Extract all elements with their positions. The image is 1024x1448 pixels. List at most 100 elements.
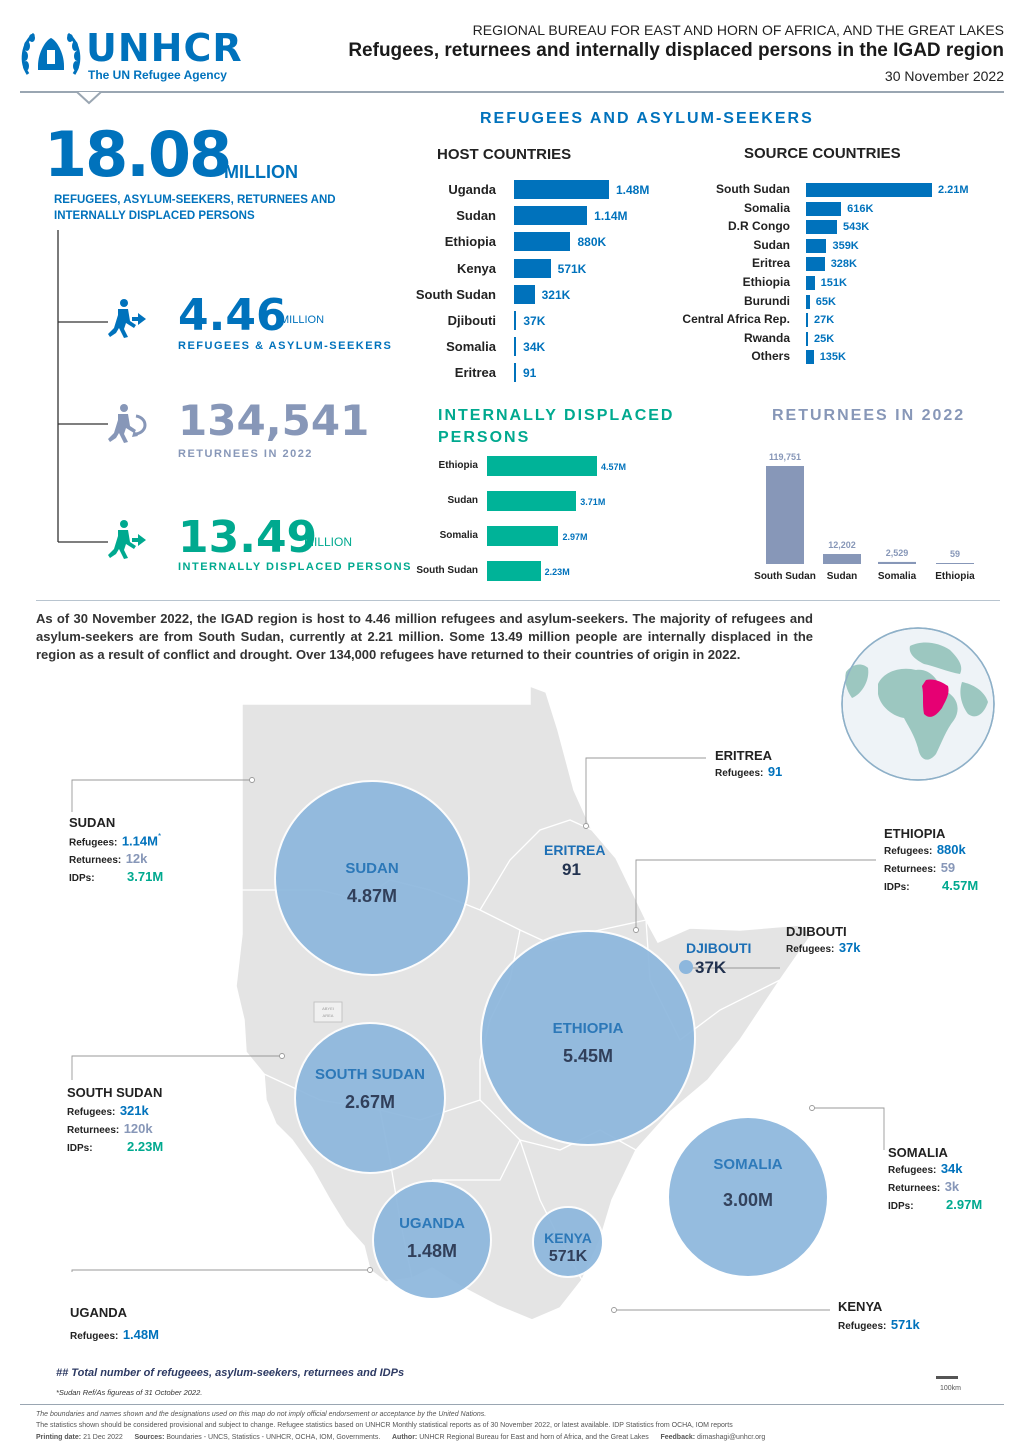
idp-bar-value: 4.57M [601, 462, 627, 472]
bubble-south-sudan-value: 2.67M [344, 1092, 396, 1112]
host-bar [514, 232, 571, 252]
returnees-bar-label: Ethiopia [935, 571, 975, 582]
host-bar-label: South Sudan [415, 286, 496, 302]
bubble-ethiopia-name: ETHIOPIA [552, 1020, 624, 1037]
returnees-chart: 119,751 South Sudan 12,202 Sudan 2,529 Somali… [754, 452, 975, 582]
returnees-bar-value: 12,202 [828, 540, 856, 550]
idp-bar-label: Somalia [439, 530, 478, 541]
callout-ethiopia-idps: 4.57M [942, 878, 979, 893]
host-bar-label: Ethiopia [444, 234, 496, 250]
callout-south-sudan-idps: 2.23M [127, 1139, 164, 1154]
callout-south-sudan-ref-key: Refugees: [67, 1107, 116, 1118]
source-bar [806, 183, 932, 197]
host-bar-label: Sudan [456, 208, 496, 224]
idp-chart: Ethiopia 4.57M Sudan 3.71M Somalia 2.97M South… [400, 456, 660, 586]
footer-author-label: Author: [391, 1434, 418, 1441]
footer-feedback: dimashagi@unhcr.org [697, 1434, 766, 1441]
callout-somalia-ref-key: Refugees: [888, 1165, 937, 1176]
callout-uganda: UGANDA Refugees: 1.48M [70, 1305, 210, 1344]
callout-uganda-ref-key: Refugees: [70, 1331, 119, 1342]
callout-sudan: SUDAN Refugees: 1.14M* Returnees: 12k ID… [69, 815, 209, 886]
host-bar-label: Somalia [446, 339, 496, 355]
source-bar-value: 616K [847, 202, 874, 215]
bubble-eritrea-name: ERITREA [544, 842, 606, 858]
callout-eritrea-title: ERITREA [715, 748, 773, 763]
callout-sudan-ref-key: Refugees: [69, 837, 118, 849]
returnees-bar [766, 466, 804, 564]
host-bar [514, 337, 517, 357]
sudan-footnote: *Sudan Ref/As figureas of 31 October 202… [56, 1388, 203, 1397]
callout-south-sudan-ret-key: Returnees: [67, 1125, 120, 1136]
unhcr-logo: UNHCR The UN Refugee Agency [20, 26, 250, 84]
callout-leader-lines [71, 757, 885, 1313]
bubble-kenya: KENYA 571K [532, 1206, 604, 1278]
callout-ethiopia: ETHIOPIA Refugees: 880k Returnees: 59 ID… [884, 826, 1004, 895]
idp-section-title-line2: PERSONS [438, 429, 531, 446]
bubble-sudan: SUDAN 4.87M [274, 780, 470, 976]
host-bar-value: 34K [523, 340, 546, 355]
callout-somalia-ret-key: Returnees: [888, 1183, 941, 1194]
bubble-kenya-name: KENYA [544, 1230, 592, 1246]
report-date: 30 November 2022 [884, 68, 1004, 84]
returnees-label: RETURNEES IN 2022 [178, 448, 313, 460]
callout-djibouti-ref-key: Refugees: [786, 944, 835, 955]
header-divider [20, 91, 1004, 93]
callout-south-sudan-title: SOUTH SUDAN [67, 1085, 163, 1100]
source-bar [806, 238, 827, 253]
returnees-bar-value: 2,529 [886, 548, 909, 558]
callout-somalia-title: SOMALIA [888, 1145, 948, 1160]
svg-text:AREA: AREA [323, 1013, 334, 1018]
source-bar-label: Ethiopia [742, 275, 790, 289]
callout-sudan-refugees: 1.14M [121, 833, 158, 849]
callout-south-sudan: SOUTH SUDAN Refugees: 321k Returnees: 12… [67, 1085, 217, 1156]
host-bar-value: 571K [557, 261, 587, 276]
footer-divider [20, 1404, 1004, 1405]
source-bar-value: 328K [830, 258, 857, 271]
idp-bar-label: South Sudan [416, 565, 478, 576]
returnees-bar-value: 119,751 [769, 452, 801, 462]
returnees-bar [936, 563, 974, 564]
callout-ethiopia-idp-key: IDPs: [884, 882, 910, 893]
host-countries-chart: Uganda 1.48M Sudan 1.14M Ethiopia 880K Kenya 57… [380, 180, 680, 390]
host-bar-value: 880K [577, 235, 607, 250]
bubble-djibouti-dot [679, 960, 693, 974]
returnees-bar-label: South Sudan [754, 571, 816, 582]
idps-value: 13.49 [178, 512, 318, 563]
page-title: Refugees, returnees and internally displ… [348, 40, 1004, 61]
idp-running-icon [108, 520, 146, 559]
footer-sources-label: Sources: [134, 1434, 165, 1441]
source-bar [806, 331, 808, 346]
callout-sudan-refugees-mark: * [157, 832, 162, 841]
bubble-uganda-name: UGANDA [399, 1215, 465, 1232]
source-bar-value: 151K [820, 277, 847, 289]
returnees-bar-label: Sudan [827, 571, 858, 582]
callout-sudan-idps: 3.71M [127, 869, 164, 885]
source-bar-label: South Sudan [716, 182, 790, 196]
idp-section-title-line1: INTERNALLY DISPLACED [438, 407, 675, 424]
callout-ethiopia-ret-key: Returnees: [884, 864, 937, 875]
key-figures-connector [57, 230, 108, 543]
callout-sudan-title: SUDAN [69, 815, 116, 830]
host-bar [514, 363, 516, 383]
host-countries-title: HOST COUNTRIES [437, 146, 572, 163]
callout-south-sudan-returnees: 120k [123, 1121, 153, 1136]
returnees-bar-value: 59 [950, 549, 960, 559]
callout-kenya-title: KENYA [838, 1299, 883, 1314]
host-bar-label: Djibouti [447, 313, 496, 328]
host-bar-value: 321K [541, 287, 571, 302]
callout-uganda-title: UGANDA [70, 1305, 128, 1320]
idp-bar [487, 456, 597, 476]
source-bar-label: Somalia [743, 200, 790, 215]
scale-label: 100km [940, 1385, 962, 1392]
footer-credits: Printing date: 21 Dec 2022 Sources: Boun… [36, 1434, 765, 1441]
total-value: 18.08 [44, 118, 232, 191]
idp-bar-label: Ethiopia [438, 460, 478, 471]
callout-djibouti: DJIBOUTI Refugees: 37k [786, 924, 906, 957]
callout-djibouti-refugees: 37k [838, 940, 861, 955]
source-bar-label: Sudan [753, 237, 790, 252]
bubble-kenya-value: 571K [548, 1248, 588, 1265]
source-countries-title: SOURCE COUNTRIES [744, 145, 901, 162]
callout-somalia-returnees: 3k [944, 1179, 960, 1194]
host-bar-value: 1.48M [616, 183, 650, 197]
source-bar-label: Others [751, 349, 790, 364]
